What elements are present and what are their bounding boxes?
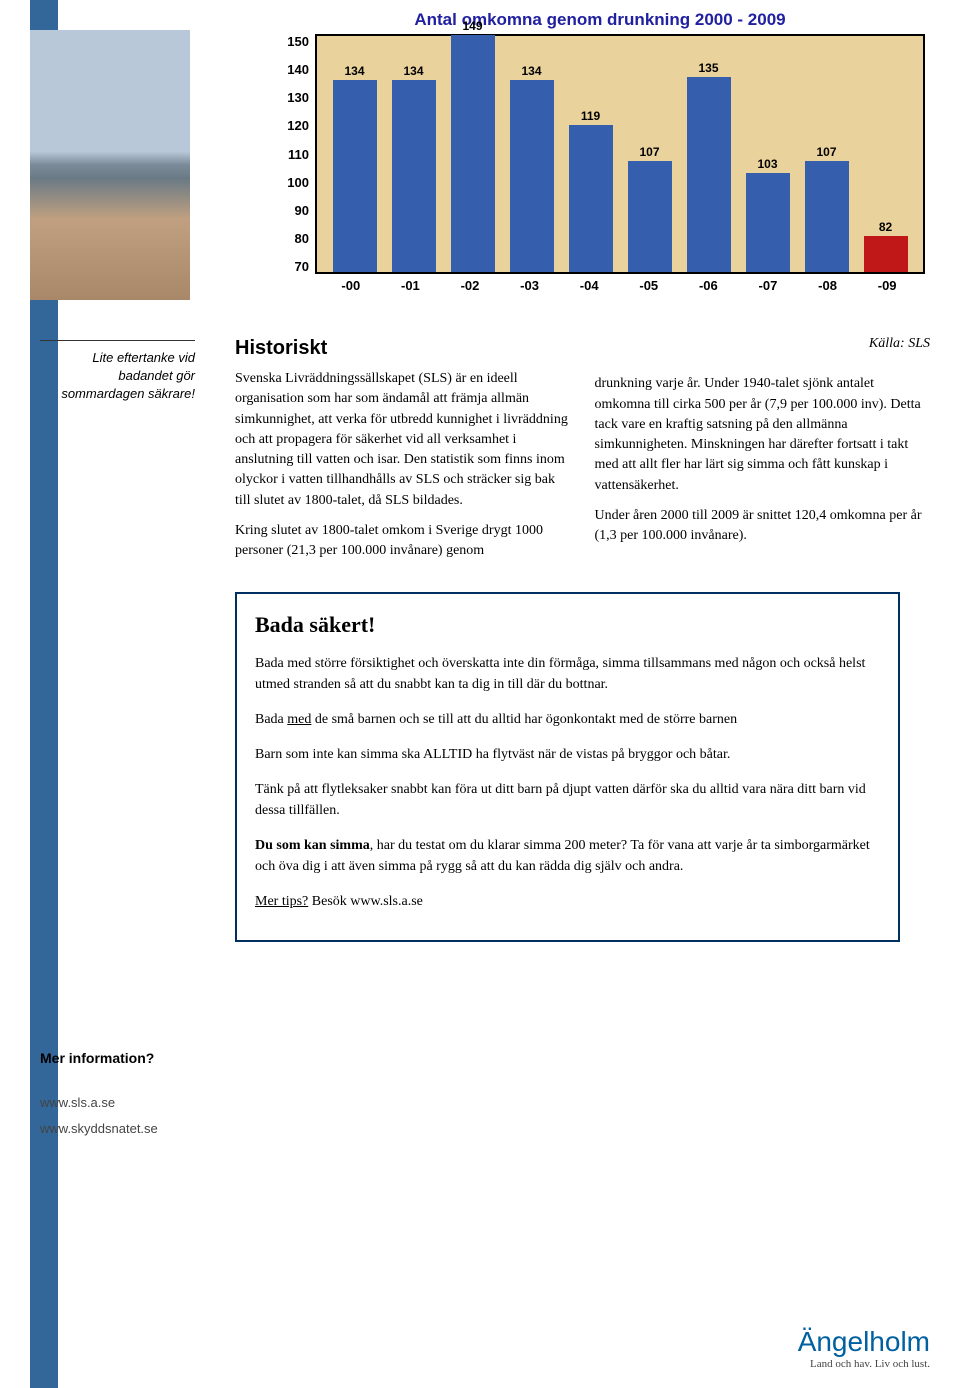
bar-rect (805, 161, 849, 272)
chart-bar: 82 (864, 220, 908, 272)
chart-xtick: -03 (508, 278, 552, 293)
more-info-label: Mer information? (40, 1050, 154, 1066)
infobox-tips-text: Besök www.sls.a.se (308, 894, 423, 909)
chart-ytick: 150 (275, 34, 309, 49)
bar-value-label: 134 (403, 64, 423, 78)
article-left-paragraph: Svenska Livräddningssällskapet (SLS) är … (235, 369, 571, 511)
sidebar-photo (30, 30, 190, 300)
chart-bar: 135 (687, 61, 731, 272)
infobox: Bada säkert! Bada med större försiktighe… (235, 592, 900, 942)
bar-rect (864, 236, 908, 272)
chart-xtick: -01 (388, 278, 432, 293)
chart-bar: 134 (510, 64, 554, 272)
chart-xtick: -00 (329, 278, 373, 293)
bar-rect (746, 173, 790, 272)
chart-ytick: 120 (275, 118, 309, 133)
article-left-paragraph: Kring slutet av 1800-talet omkom i Sveri… (235, 521, 571, 562)
article-columns: Historiskt Svenska Livräddningssällskape… (235, 334, 930, 572)
chart-bar: 149 (451, 19, 495, 272)
sidebar: Lite eftertanke vid badandet gör sommard… (0, 0, 205, 1388)
article-col-right: Källa: SLS drunkning varje år. Under 194… (595, 334, 931, 572)
article-right-p2: Under åren 2000 till 2009 är snittet 120… (595, 506, 931, 547)
info-link-1[interactable]: www.sls.a.se (40, 1090, 158, 1116)
bar-value-label: 107 (816, 145, 836, 159)
chart-xtick: -04 (567, 278, 611, 293)
chart-ytick: 90 (275, 203, 309, 218)
chart-ytick: 140 (275, 62, 309, 77)
bar-chart: Antal omkomna genom drunkning 2000 - 200… (275, 10, 925, 310)
article-right-p1: drunkning varje år. Under 1940-talet sjö… (595, 374, 931, 496)
logo: Ängelholm Land och hav. Liv och lust. (798, 1326, 930, 1370)
chart-ytick: 110 (275, 147, 309, 162)
chart-title: Antal omkomna genom drunkning 2000 - 200… (275, 10, 925, 30)
chart-canvas: 13413414913411910713510310782 (315, 34, 925, 274)
chart-bar: 103 (746, 157, 790, 272)
chart-xaxis: -00 -01 -02 -03 -04 -05 -06 -07 -08 -09 (275, 274, 925, 293)
bar-value-label: 135 (698, 61, 718, 75)
logo-tagline: Land och hav. Liv och lust. (798, 1358, 930, 1370)
bar-value-label: 82 (879, 220, 892, 234)
chart-yaxis: 150 140 130 120 110 100 90 80 70 (275, 34, 315, 274)
main-content: Antal omkomna genom drunkning 2000 - 200… (205, 0, 960, 1388)
chart-xtick: -02 (448, 278, 492, 293)
bar-rect (687, 77, 731, 272)
info-link-2[interactable]: www.skyddsnatet.se (40, 1116, 158, 1142)
bar-value-label: 103 (757, 157, 777, 171)
bar-value-label: 119 (581, 109, 600, 123)
bar-value-label: 149 (462, 19, 482, 33)
infobox-p2-post: de små barnen och se till att du alltid … (311, 712, 737, 727)
article-heading: Historiskt (235, 334, 571, 363)
infobox-p3: Barn som inte kan simma ska ALLTID ha fl… (255, 744, 880, 765)
infobox-title: Bada säkert! (255, 608, 880, 641)
chart-xtick: -05 (627, 278, 671, 293)
logo-city: Ängelholm (798, 1326, 930, 1357)
chart-xtick: -08 (806, 278, 850, 293)
infobox-tips-label[interactable]: Mer tips? (255, 894, 308, 909)
infobox-p5-bold: Du som kan simma (255, 838, 370, 853)
chart-bar: 107 (805, 145, 849, 272)
source-label: Källa: SLS (595, 334, 931, 354)
infobox-p5: Du som kan simma, har du testat om du kl… (255, 835, 880, 877)
article-col-left: Historiskt Svenska Livräddningssällskape… (235, 334, 571, 572)
chart-bar: 107 (628, 145, 672, 272)
bar-value-label: 134 (344, 64, 364, 78)
infobox-tips: Mer tips? Besök www.sls.a.se (255, 891, 880, 912)
chart-ytick: 80 (275, 231, 309, 246)
chart-xtick: -09 (865, 278, 909, 293)
bar-rect (569, 125, 613, 272)
chart-bar: 134 (333, 64, 377, 272)
chart-ytick: 70 (275, 259, 309, 274)
photo-caption: Lite eftertanke vid badandet gör sommard… (40, 340, 195, 404)
infobox-p2: Bada med de små barnen och se till att d… (255, 709, 880, 730)
infobox-p2-underline: med (287, 712, 311, 727)
bar-rect (333, 80, 377, 272)
chart-ytick: 100 (275, 175, 309, 190)
infobox-p4: Tänk på att flytleksaker snabbt kan föra… (255, 779, 880, 821)
bar-value-label: 134 (521, 64, 541, 78)
chart-bar: 119 (569, 109, 613, 272)
bar-value-label: 107 (639, 145, 659, 159)
bar-rect (392, 80, 436, 272)
chart-xtick: -06 (686, 278, 730, 293)
chart-xtick: -07 (746, 278, 790, 293)
infobox-p1: Bada med större försiktighet och överska… (255, 653, 880, 695)
chart-bar: 134 (392, 64, 436, 272)
chart-ytick: 130 (275, 90, 309, 105)
bar-rect (510, 80, 554, 272)
bar-rect (451, 35, 495, 272)
info-links: www.sls.a.se www.skyddsnatet.se (40, 1090, 158, 1142)
bar-rect (628, 161, 672, 272)
infobox-p2-pre: Bada (255, 712, 287, 727)
